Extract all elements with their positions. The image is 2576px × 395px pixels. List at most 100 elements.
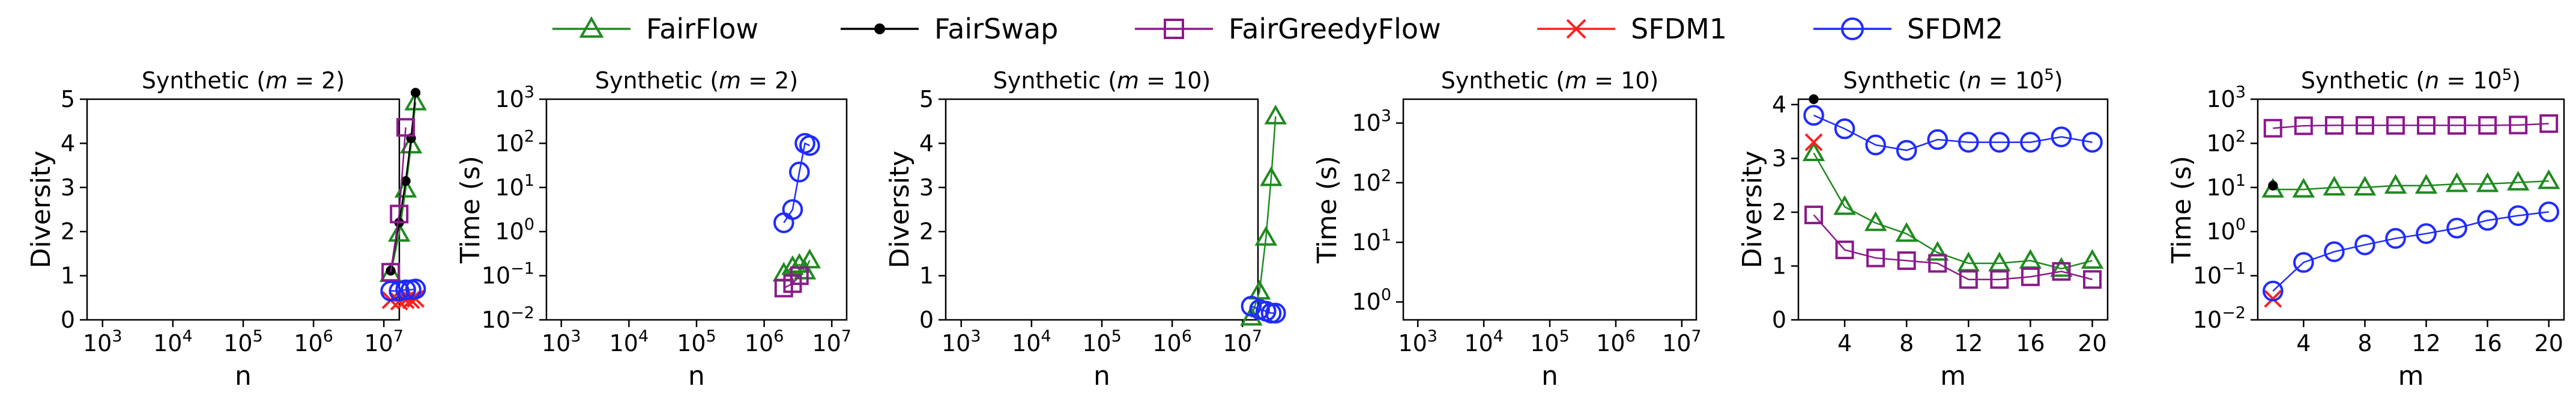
data-point-dot [411,88,421,98]
y-tick-label: 102 [2206,127,2246,156]
legend-label: SFDM1 [1631,13,1727,45]
series-fairflow [2261,169,2560,198]
x-axis-label: m [1940,361,1966,391]
x-tick-label: 107 [1223,327,1262,357]
x-axis-label: m [2398,361,2424,391]
series-sfdm2 [380,278,426,302]
y-tick-label: 103 [495,83,534,112]
axes-frame [1797,98,2109,321]
y-tick-label: 103 [1352,107,1391,136]
legend-entry-sfdm2: SFDM2 [1813,13,2003,45]
data-point-triangle [1957,251,1980,272]
legend-marker-x-icon [1566,19,1586,39]
data-point-square [1928,254,1947,273]
y-tick-label: 10−2 [2193,304,2246,333]
x-axis-label: n [688,361,705,391]
legend-label: FairSwap [934,13,1058,45]
data-point-square [2539,114,2559,133]
y-tick-label: 102 [495,127,534,156]
series-fairswap [2268,180,2278,191]
data-point-triangle [2445,172,2469,192]
series-fairgreedyflow [381,118,416,282]
chart-panel-2: Synthetic (m = 2) 103 104 105 106 107 10−2 10−1… [379,67,851,391]
data-point-triangle [2414,174,2438,194]
legend-entry-fairflow: FairFlow [552,13,758,45]
data-point-square [390,204,409,224]
data-point-square [2509,115,2528,135]
data-point-dot [2268,180,2278,191]
x-tick-label: 16 [2473,330,2502,357]
y-tick-label: 100 [495,215,534,245]
data-point-triangle [1240,305,1263,326]
data-point-circle [1958,132,1979,153]
x-tick-label: 106 [1596,327,1636,357]
data-point-dot [1809,94,1819,105]
legend-marker-triangle-icon [579,16,604,38]
series-sfdm1 [1804,133,1823,152]
x-axis-label: n [1541,361,1558,391]
data-point-circle [2354,234,2375,256]
data-point-circle [2508,205,2529,226]
data-point-triangle [2019,249,2042,269]
legend-marker-circle-icon [1841,17,1864,40]
series-sfdm1 [2264,290,2282,308]
data-point-square [396,118,416,137]
data-point-triangle [793,259,817,280]
x-tick-label: 12 [2411,330,2440,357]
y-tick-label: 100 [1352,286,1391,315]
x-tick-label: 8 [1899,330,1914,357]
data-point-triangle [1833,195,1856,215]
data-point-circle [1803,105,1824,126]
data-point-circle [2262,280,2284,302]
legend-label: FairGreedyFlow [1229,13,1441,45]
y-tick-label: 10−1 [482,260,534,289]
data-point-circle [2446,218,2467,239]
series-line [390,127,407,272]
series-fairgreedyflow [1804,205,2102,289]
data-point-circle [2538,201,2560,222]
series-line [2273,123,2549,129]
chart-title: Synthetic (m = 2) [142,67,345,94]
series-line [2273,180,2549,191]
legend-marker-dot-icon [874,23,885,34]
y-axis-label: Time (s) [455,156,486,264]
y-tick-label: 1 [61,263,75,289]
y-tick-label: 0 [1772,307,1786,333]
data-point-square [2386,116,2405,135]
y-tick-label: 3 [919,174,934,201]
data-point-triangle [1926,240,1949,261]
y-tick-label: 4 [919,130,934,156]
data-point-square [2478,116,2497,135]
x-tick-label: 16 [2016,330,2045,357]
y-tick-label: 101 [495,171,534,201]
data-point-triangle [1802,141,1825,161]
data-point-square [1804,205,1824,224]
data-point-triangle [2261,177,2285,198]
chart-panel-4: Synthetic (m = 10) 103 104 105 106 107 100 101 1… [1240,67,1702,391]
y-tick-label: 2 [1772,199,1786,225]
x-tick-label: 4 [1837,330,1852,357]
data-point-square [381,263,401,282]
x-tick-label: 107 [812,327,851,357]
data-point-triangle [1264,105,1287,124]
series-fairflow [1240,105,1287,326]
series-line [1813,214,2093,281]
data-point-circle [799,135,820,156]
data-point-square [2263,118,2282,138]
data-point-square [2052,262,2071,281]
x-tick-label: 105 [1082,327,1122,357]
data-point-triangle [399,133,423,154]
data-point-triangle [2292,177,2315,198]
chart-title: Synthetic (n = 105) [2301,66,2521,94]
chart-panels: Synthetic (m = 2)103 104 105 106 107012345nD… [26,66,2565,391]
data-point-triangle [2353,176,2377,196]
series-sfdm2 [2262,201,2560,302]
data-point-square [1897,251,1916,271]
x-tick-label: 104 [1012,327,1051,357]
data-point-circle [1927,129,1949,150]
legend-entry-fairswap: FairSwap [841,13,1058,45]
data-point-square [2082,270,2102,289]
x-tick-label: 107 [364,327,404,357]
data-point-circle [2082,132,2103,153]
